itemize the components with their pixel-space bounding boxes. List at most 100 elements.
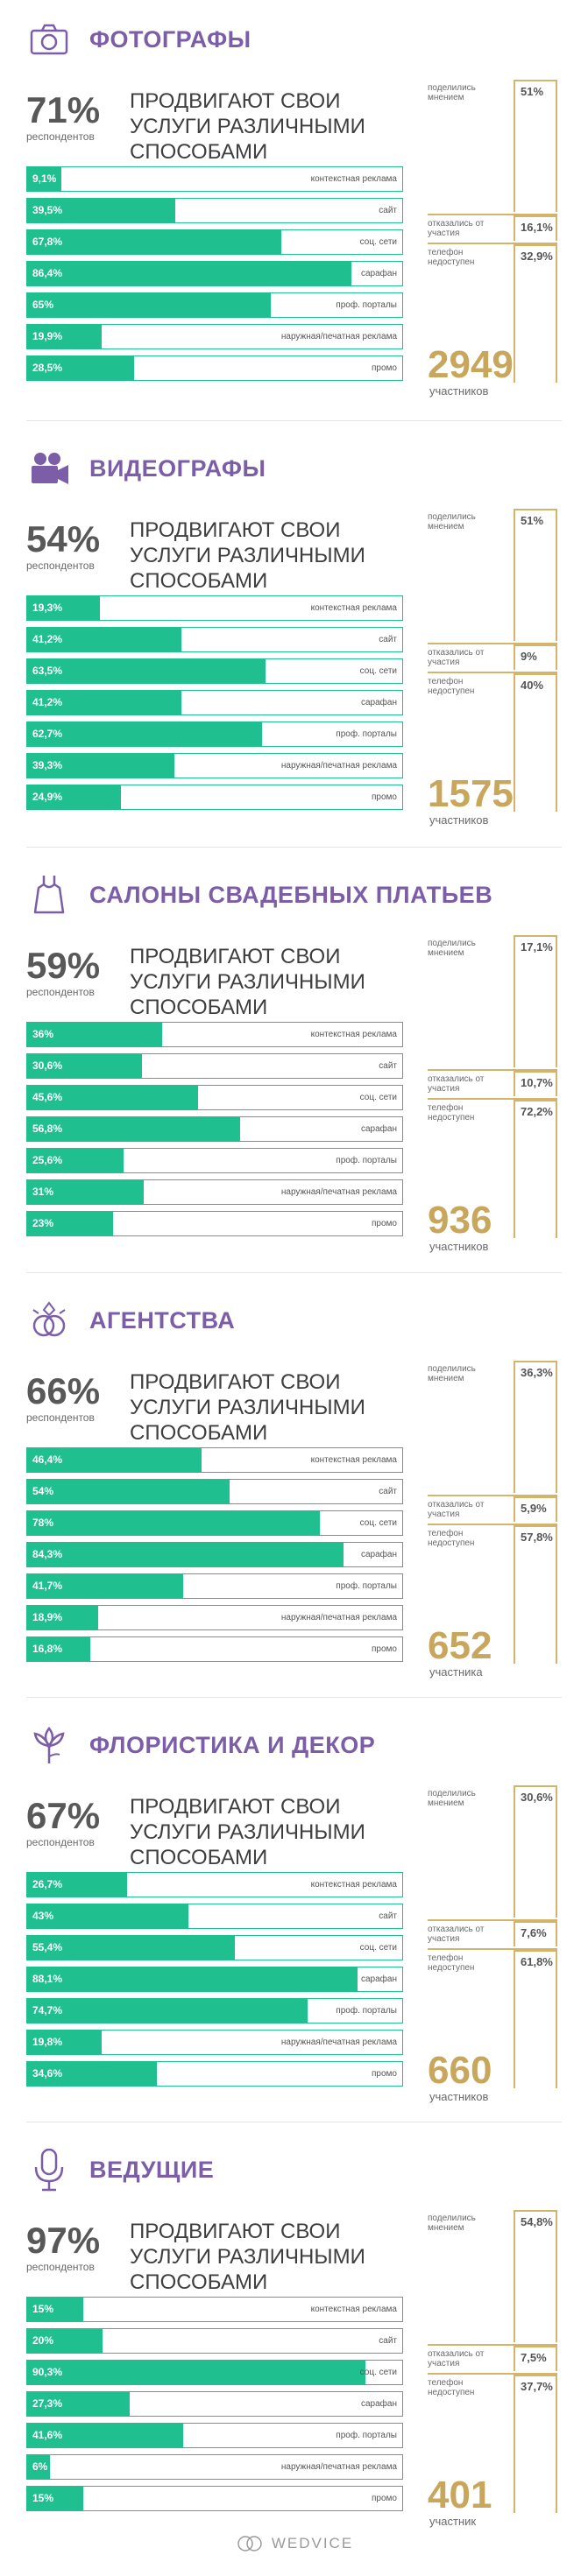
bar [27,691,182,714]
bar-value-label: 39,3% [32,759,63,771]
survey-stat-label: телефон недоступен [428,1103,475,1123]
bar-value-label: 15% [32,2303,54,2315]
section-title: ФЛОРИСТИКА И ДЕКОР [89,1731,376,1758]
bar [27,1511,320,1535]
survey-stat-box: 54,8% [514,2210,557,2342]
section-header: АГЕНТСТВА [26,1294,235,1347]
section-header: ФЛОРИСТИКА И ДЕКОР [26,1719,375,1771]
survey-stat-box: 51% [514,80,557,212]
bar-category-label: сарафан [361,1550,397,1559]
bar-row: 18,9% наружная/печатная реклама [26,1605,403,1630]
bar [27,325,103,348]
bar-value-label: 55,4% [32,1941,63,1953]
section-header: ВИДЕОГРАФЫ [26,442,266,495]
bar-value-label: 19,8% [32,2036,63,2048]
bar-row: 63,5% соц. сети [26,658,403,684]
bar-category-label: наружная/печатная реклама [280,2462,397,2472]
participants-label: участников [429,1240,489,1253]
headline: 54% респондентов [26,521,100,573]
survey-stat-label: поделились мнением [428,83,476,102]
survey-divider [428,672,557,673]
bar-row: 84,3% сарафан [26,1542,403,1567]
survey-divider [428,243,557,244]
survey-stat-value: 9% [521,650,537,663]
headline-text: ПРОДВИГАЮТ СВОИ УСЛУГИ РАЗЛИЧНЫМИ СПОСОБ… [130,89,365,164]
bar-row: 19,8% наружная/печатная реклама [26,2030,403,2055]
survey-divider [428,2344,557,2346]
headline: 59% респондентов [26,945,101,999]
headline-percent: 67% [26,1795,101,1836]
bar-value-label: 19,9% [32,330,63,342]
survey-stat-value: 61,8% [521,1955,553,1968]
bar [27,2424,184,2447]
bar-value-label: 25,6% [32,1154,63,1166]
bar [27,2329,103,2353]
bar-category-label: сайт [379,2336,397,2346]
bar-row: 15% промо [26,2486,403,2511]
survey-divider [428,643,557,644]
section-title: ВЕДУЩИЕ [89,2156,215,2183]
bar-value-label: 36% [32,1028,54,1040]
survey-panel: поделились мнением 51% отказались от участ… [428,509,559,827]
wedvice-logo-icon [237,2536,262,2551]
bar-value-label: 19,3% [32,602,63,614]
footer-brand: WEDVICE [271,2535,354,2551]
survey-stat-label: телефон недоступен [428,1953,475,1973]
survey-stat-box: 51% [514,509,557,641]
headline: 66% респондентов [26,1373,100,1425]
participants-label: участников [429,384,489,398]
bar-list: 46,4% контекстная реклама 54% сайт 78% соц. с… [26,1447,403,1668]
camera-icon [26,17,72,62]
footer: WEDVICE [0,2526,588,2561]
bar [27,1480,230,1503]
survey-stat-value: 51% [521,514,544,527]
survey-stat-value: 30,6% [521,1791,553,1804]
survey-stat-box: 7,5% [514,2346,557,2371]
survey-panel: поделились мнением 30,6% отказались от уча… [428,1785,559,2103]
bar-row: 67,8% соц. сети [26,229,403,255]
section-title: ФОТОГРАФЫ [89,25,251,53]
bar-row: 78% соц. сети [26,1510,403,1536]
bar [27,1967,358,1991]
survey-divider [428,214,557,215]
bar-category-label: соц. сети [359,666,397,676]
survey-stat-box: 57,8% [514,1525,557,1664]
bar-list: 9,1% контекстная реклама 39,5% сайт 67,8% соц… [26,166,403,387]
bar-value-label: 34,6% [32,2067,63,2080]
survey-stat-label: поделились мнением [428,2214,476,2233]
bar-row: 24,9% промо [26,785,403,810]
headline: 67% респондентов [26,1795,101,1849]
bar-value-label: 90,3% [32,2366,63,2378]
bar-row: 28,5% промо [26,355,403,381]
bar-row: 9,1% контекстная реклама [26,166,403,192]
bar-category-label: проф. порталы [336,729,397,739]
bar [27,2298,84,2321]
bar-value-label: 9,1% [32,172,57,185]
bar-value-label: 6% [32,2460,48,2473]
headline-percent: 59% [26,945,101,986]
bar-row: 20% сайт [26,2328,403,2354]
bar-category-label: контекстная реклама [310,1030,397,1039]
bar-row: 46,4% контекстная реклама [26,1447,403,1473]
participants-label: участник [429,2515,477,2528]
headline-sub: респондентов [26,1836,95,1848]
bar-value-label: 41,2% [32,696,63,708]
bar [27,262,351,285]
bar-value-label: 24,9% [32,791,63,803]
bar [27,1448,202,1472]
survey-stat-label: отказались от участия [428,1074,485,1094]
bar-category-label: проф. порталы [336,300,397,310]
participants-count: 401 [428,2474,492,2516]
bar-value-label: 84,3% [32,1548,63,1560]
survey-stat-label: поделились мнением [428,1364,476,1383]
section-title: ВИДЕОГРАФЫ [89,454,266,482]
survey-stat-box: 10,7% [514,1071,557,1096]
survey-stat-label: телефон недоступен [428,2378,475,2397]
survey-stat-box: 9% [514,644,557,670]
bar-category-label: наружная/печатная реклама [280,332,397,341]
headline-text: ПРОДВИГАЮТ СВОИ УСЛУГИ РАЗЛИЧНЫМИ СПОСОБ… [130,518,365,593]
bar-category-label: контекстная реклама [310,603,397,613]
bar-value-label: 45,6% [32,1091,63,1103]
survey-stat-value: 5,9% [521,1502,547,1515]
bar-category-label: сайт [379,1061,397,1071]
